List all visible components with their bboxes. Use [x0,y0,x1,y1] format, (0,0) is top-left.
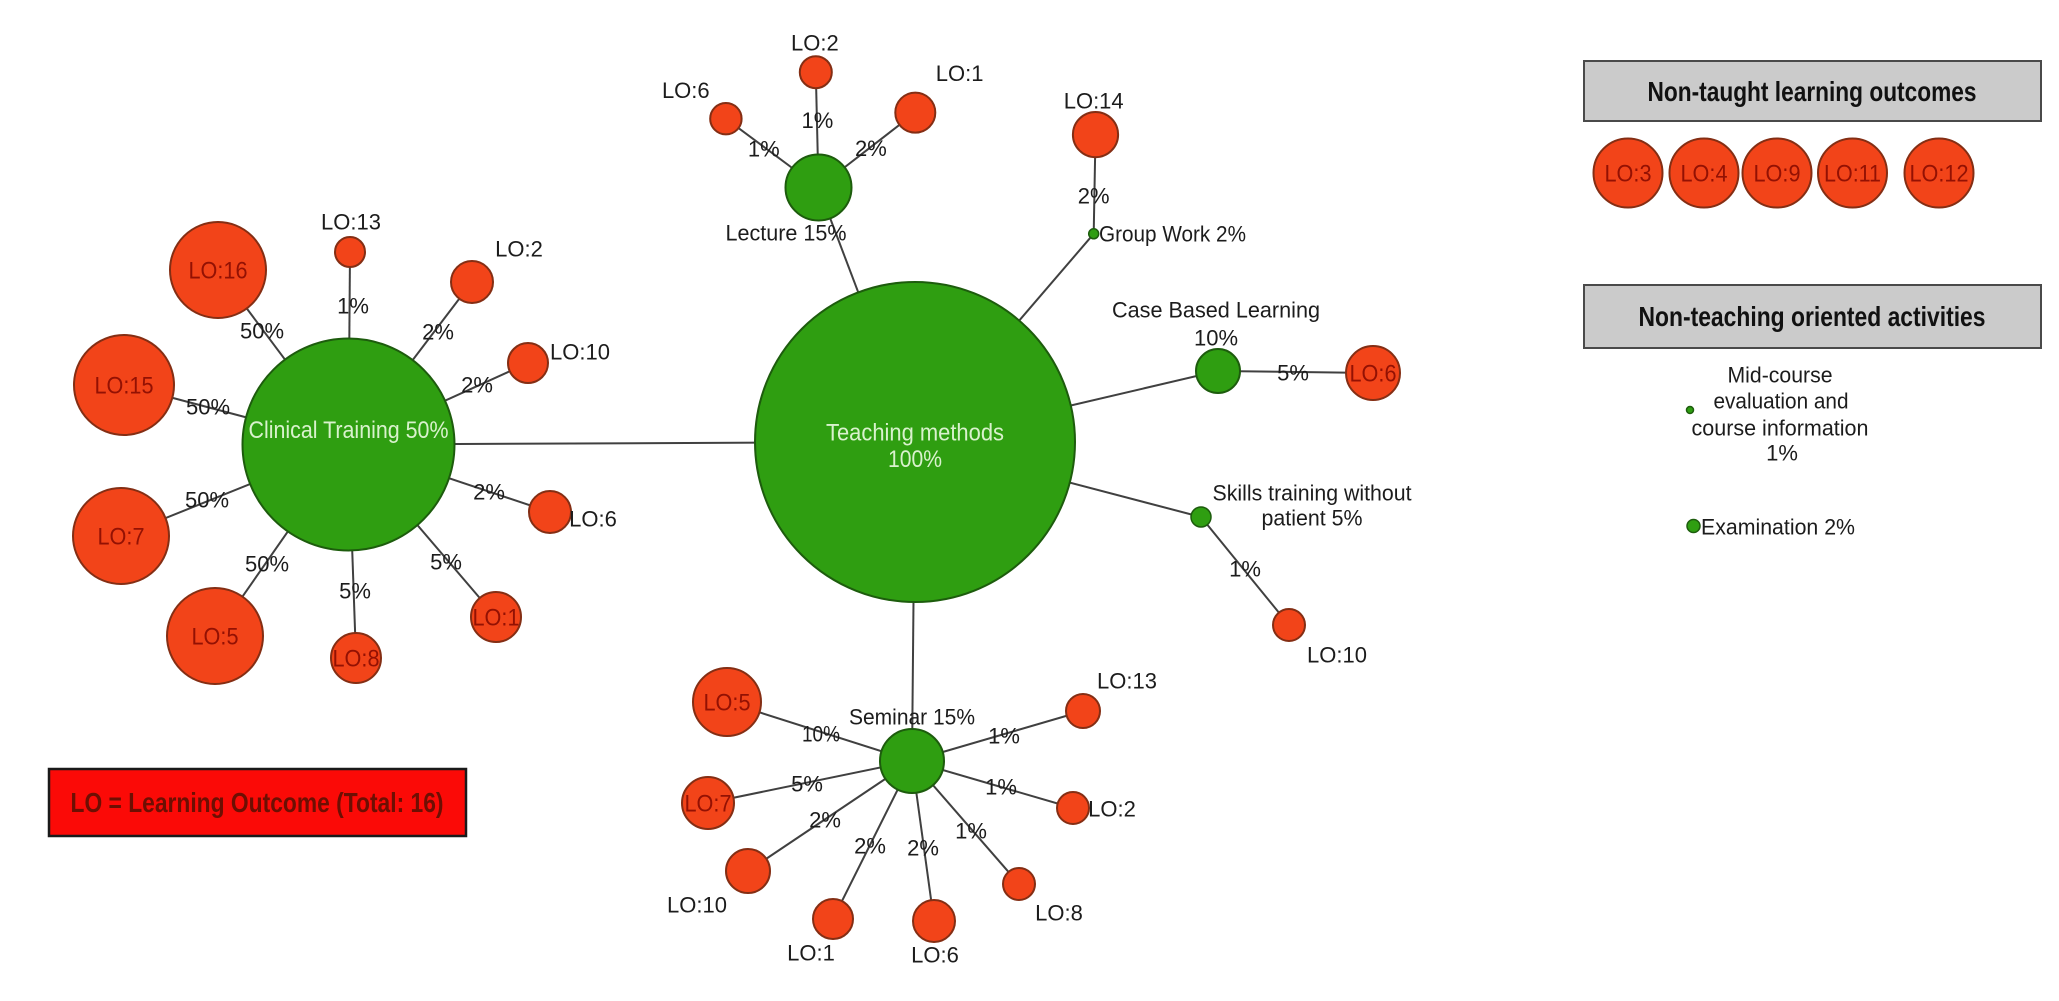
svg-text:LO:6: LO:6 [569,507,617,532]
svg-text:Clinical Training 50%: Clinical Training 50% [249,417,449,444]
svg-text:LO:4: LO:4 [1681,160,1728,187]
svg-text:2%: 2% [461,373,493,398]
svg-text:patient 5%: patient 5% [1262,506,1363,531]
svg-text:LO:2: LO:2 [495,237,543,262]
svg-text:50%: 50% [245,552,289,577]
svg-text:LO:6: LO:6 [911,943,959,968]
svg-text:LO:8: LO:8 [1035,901,1083,926]
svg-text:LO:11: LO:11 [1824,160,1881,187]
svg-text:Examination 2%: Examination 2% [1701,515,1855,540]
svg-text:2%: 2% [855,136,887,161]
svg-text:1%: 1% [955,819,987,844]
svg-text:1%: 1% [985,775,1017,800]
svg-text:LO:7: LO:7 [685,790,732,817]
svg-text:2%: 2% [1078,184,1110,209]
svg-text:10%: 10% [802,722,840,747]
svg-text:LO:1: LO:1 [473,604,520,631]
svg-text:5%: 5% [430,550,462,575]
svg-text:2%: 2% [422,320,454,345]
svg-text:LO:16: LO:16 [189,257,248,284]
svg-text:LO:2: LO:2 [1088,797,1136,822]
svg-text:LO:9: LO:9 [1754,160,1801,187]
svg-text:2%: 2% [809,808,841,833]
svg-text:Case Based Learning: Case Based Learning [1112,298,1320,323]
svg-text:LO:6: LO:6 [1350,360,1397,387]
svg-text:course information: course information [1692,416,1869,441]
svg-text:LO = Learning Outcome (Total:: LO = Learning Outcome (Total: 16) [71,787,444,818]
svg-text:2%: 2% [907,836,939,861]
svg-text:5%: 5% [791,772,823,797]
svg-text:2%: 2% [473,480,505,505]
svg-text:10%: 10% [1194,326,1238,351]
svg-text:LO:2: LO:2 [791,31,839,56]
svg-text:1%: 1% [988,724,1020,749]
svg-text:Seminar 15%: Seminar 15% [849,705,975,730]
svg-text:Skills training without: Skills training without [1213,481,1412,506]
svg-text:5%: 5% [1277,361,1309,386]
svg-text:50%: 50% [240,319,284,344]
svg-text:LO:5: LO:5 [704,689,751,716]
svg-text:LO:10: LO:10 [550,340,610,365]
svg-text:LO:14: LO:14 [1064,89,1124,114]
svg-text:LO:5: LO:5 [192,623,239,650]
svg-text:LO:15: LO:15 [95,372,154,399]
svg-text:LO:8: LO:8 [333,645,380,672]
svg-text:LO:7: LO:7 [98,523,145,550]
svg-text:50%: 50% [186,395,230,420]
svg-text:1%: 1% [1766,441,1798,466]
svg-text:50%: 50% [185,488,229,513]
svg-text:evaluation and: evaluation and [1714,389,1849,414]
svg-text:Mid-course: Mid-course [1728,363,1833,388]
svg-text:1%: 1% [802,108,834,133]
svg-text:LO:10: LO:10 [1307,643,1367,668]
svg-text:Lecture 15%: Lecture 15% [726,220,847,245]
svg-text:1%: 1% [748,137,780,162]
svg-text:LO:1: LO:1 [936,61,984,86]
svg-text:LO:3: LO:3 [1605,160,1652,187]
svg-text:LO:13: LO:13 [321,210,381,235]
svg-text:1%: 1% [1229,557,1261,582]
svg-text:LO:13: LO:13 [1097,669,1157,694]
svg-text:LO:10: LO:10 [667,893,727,918]
svg-text:Group Work 2%: Group Work 2% [1099,222,1246,247]
svg-text:Non-taught learning outcomes: Non-taught learning outcomes [1648,76,1977,107]
svg-text:LO:12: LO:12 [1910,160,1969,187]
svg-text:LO:6: LO:6 [662,78,710,103]
svg-text:5%: 5% [339,579,371,604]
svg-text:2%: 2% [854,834,886,859]
svg-text:Teaching methods: Teaching methods [826,420,1004,447]
svg-text:100%: 100% [888,446,942,473]
svg-text:Non-teaching oriented activiti: Non-teaching oriented activities [1639,301,1986,332]
svg-text:1%: 1% [337,294,369,319]
svg-text:LO:1: LO:1 [787,941,835,966]
